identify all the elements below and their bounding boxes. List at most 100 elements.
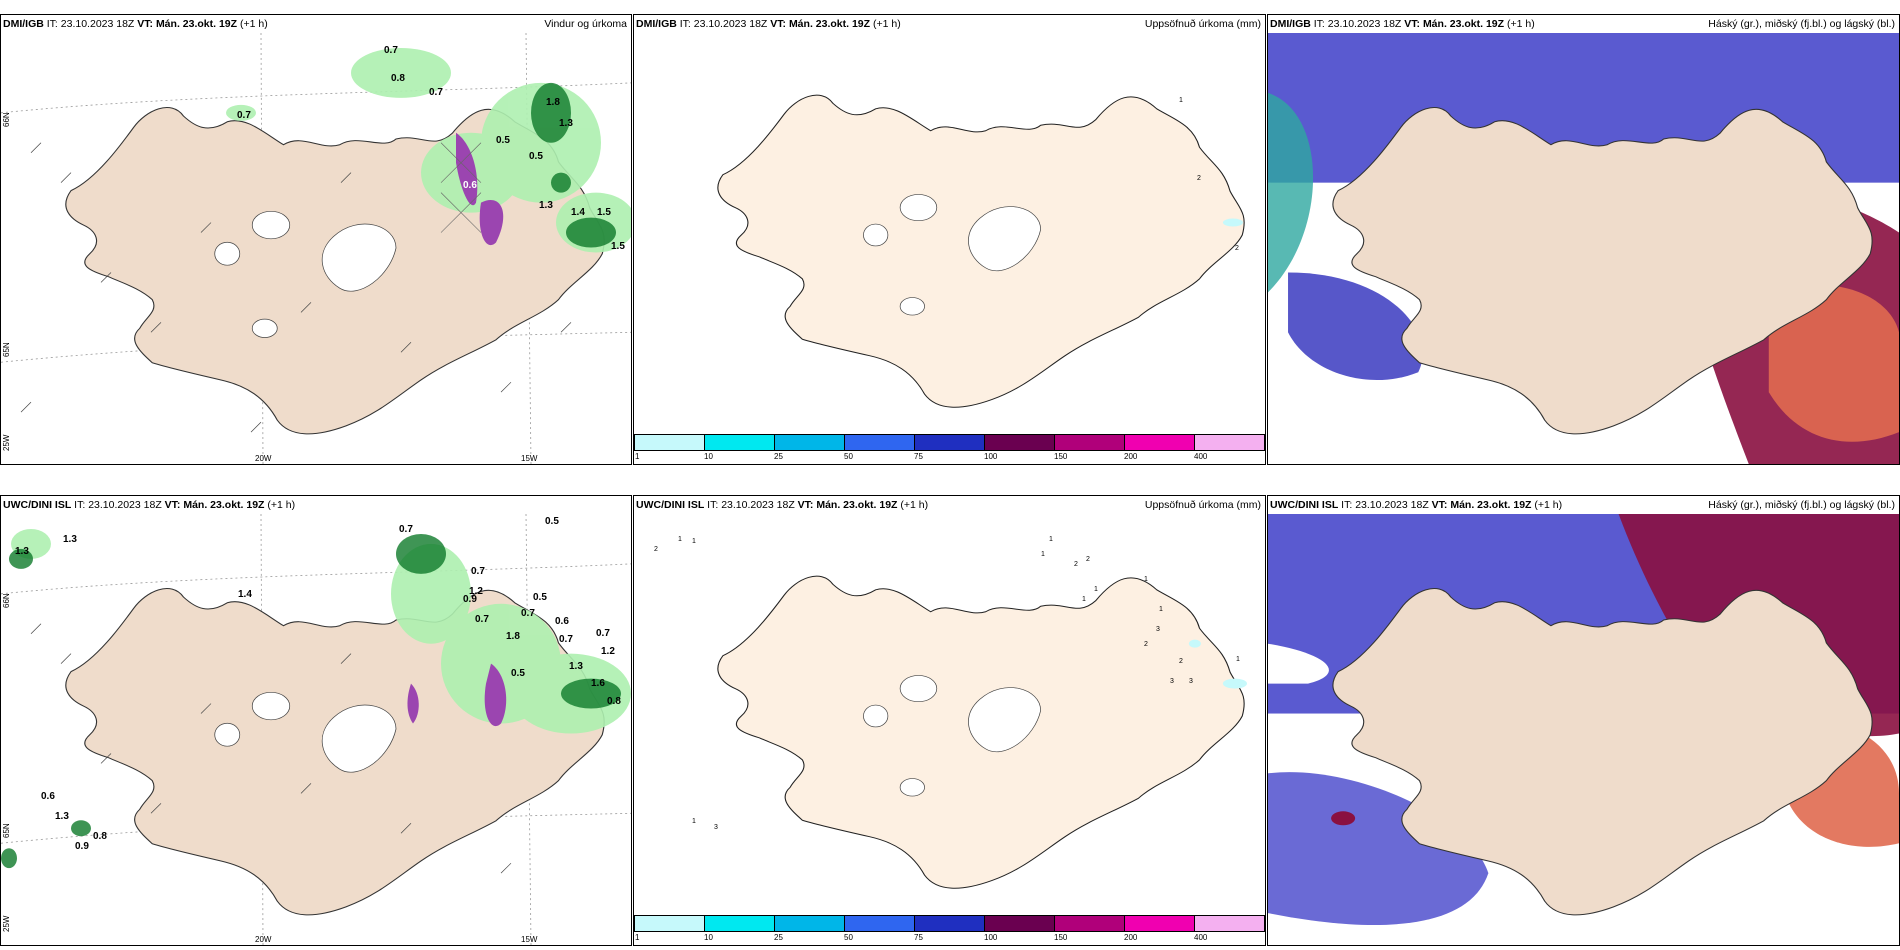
precip-label: 0.7 [399,524,413,535]
accum-label: 1 [1144,576,1148,583]
colorbar-tick: 25 [774,451,783,461]
lon-label-20w: 20W [255,935,272,944]
colorbar-tick: 1 [635,451,640,461]
accum-label: 2 [1074,561,1078,568]
panel-accum-precip-top: DMI/IGB IT: 23.10.2023 18Z VT: Mán. 23.o… [633,14,1266,465]
precip-label: 0.7 [475,614,489,625]
map-wind-precip [1,33,631,464]
precip-label: 1.8 [506,631,520,642]
precip-label: 0.7 [471,566,485,577]
accum-label: 1 [1236,656,1240,663]
precip-label: 0.7 [237,110,251,121]
colorbar-tick: 75 [914,451,923,461]
map-clouds [1268,514,1899,945]
precip-label: 0.8 [93,831,107,842]
colorbar-swatch [985,435,1055,450]
lat-label-65n: 65N [2,342,11,357]
precip-label: 0.5 [533,592,547,603]
colorbar-tick: 400 [1194,451,1208,461]
accum-label: 1 [692,818,696,825]
precip-label: 0.7 [521,608,535,619]
accum-label: 1 [1041,551,1045,558]
accum-label: 3 [714,824,718,831]
panel-clouds-bottom: UWC/DINI ISL IT: 23.10.2023 18Z VT: Mán.… [1267,495,1900,946]
accum-label: 2 [1179,658,1183,665]
colorbar-swatch [635,916,705,931]
precip-label: 0.8 [391,73,405,84]
panel-header: DMI/IGB IT: 23.10.2023 18Z VT: Mán. 23.o… [636,18,901,30]
colorbar-swatch [1195,916,1264,931]
precip-label: 1.6 [591,678,605,689]
colorbar-ticks: 1 10 25 50 75 100 150 200 400 [634,451,1265,462]
accum-label: 3 [1156,626,1160,633]
precip-label: 0.5 [511,668,525,679]
colorbar-tick: 50 [844,451,853,461]
panel-title: Háský (gr.), miðský (fj.bl.) og lágský (… [1708,18,1895,30]
accum-label: 1 [678,536,682,543]
precip-label: 0.5 [529,151,543,162]
accum-label: 3 [1170,678,1174,685]
precip-label: 1.3 [55,811,69,822]
precip-label: 1.3 [569,661,583,672]
precip-label: 1.3 [559,118,573,129]
precip-label: 0.7 [429,87,443,98]
panel-header: UWC/DINI ISL IT: 23.10.2023 18Z VT: Mán.… [1270,499,1563,511]
colorbar-tick: 100 [984,932,998,942]
precip-label: 0.5 [496,135,510,146]
colorbar-ticks: 1 10 25 50 75 100 150 200 400 [634,932,1265,943]
accum-label: 1 [1179,97,1183,104]
panel-header: UWC/DINI ISL IT: 23.10.2023 18Z VT: Mán.… [3,499,296,511]
lat-label-25w: 25W [2,434,11,451]
precip-label: 0.5 [545,516,559,527]
accum-label: 1 [1049,536,1053,543]
colorbar-tick: 75 [914,932,923,942]
colorbar-swatch [845,916,915,931]
colorbar-tick: 150 [1054,451,1068,461]
panel-wind-precip-bottom: UWC/DINI ISL IT: 23.10.2023 18Z VT: Mán.… [0,495,632,946]
colorbar-swatch [1055,435,1125,450]
colorbar-swatch [915,916,985,931]
precip-label: 0.6 [41,791,55,802]
lon-label-15w: 15W [521,935,538,944]
colorbar-swatch [1195,435,1264,450]
colorbar-swatch [985,916,1055,931]
colorbar-tick: 25 [774,932,783,942]
precip-label: 1.4 [238,589,252,600]
colorbar-tick: 1 [635,932,640,942]
precip-label: 0.6 [463,180,477,191]
precip-label: 1.3 [63,534,77,545]
precip-label: 1.8 [546,97,560,108]
colorbar-swatch [705,435,775,450]
colorbar-swatch [775,435,845,450]
colorbar: 1 10 25 50 75 100 150 200 400 [634,915,1265,943]
colorbar-swatch [1125,916,1195,931]
precip-label: 1.4 [571,207,585,218]
colorbar-tick: 200 [1124,932,1138,942]
accum-label: 2 [1235,245,1239,252]
accum-label: 2 [1197,175,1201,182]
precip-label: 1.5 [597,207,611,218]
precip-label: 0.9 [463,594,477,605]
colorbar-swatch [845,435,915,450]
colorbar-tick: 100 [984,451,998,461]
precip-label: 0.7 [596,628,610,639]
colorbar-tick: 50 [844,932,853,942]
accum-label: 2 [654,546,658,553]
precip-label: 0.6 [555,616,569,627]
colorbar-tick: 150 [1054,932,1068,942]
panel-header: DMI/IGB IT: 23.10.2023 18Z VT: Mán. 23.o… [3,18,268,30]
map-accum-precip [634,33,1265,432]
colorbar-swatch [705,916,775,931]
panel-wind-precip-top: DMI/IGB IT: 23.10.2023 18Z VT: Mán. 23.o… [0,14,632,465]
colorbar-swatch [915,435,985,450]
precip-label: 1.3 [539,200,553,211]
panel-title: Uppsöfnuð úrkoma (mm) [1144,18,1261,30]
colorbar-swatch [635,435,705,450]
precip-label: 0.7 [384,45,398,56]
accum-label: 1 [1094,586,1098,593]
panel-title: Uppsöfnuð úrkoma (mm) [1144,499,1261,511]
panel-accum-precip-bottom: UWC/DINI ISL IT: 23.10.2023 18Z VT: Mán.… [633,495,1266,946]
accum-label: 1 [1082,596,1086,603]
map-wind-precip [1,514,631,945]
colorbar-swatches [634,915,1265,932]
